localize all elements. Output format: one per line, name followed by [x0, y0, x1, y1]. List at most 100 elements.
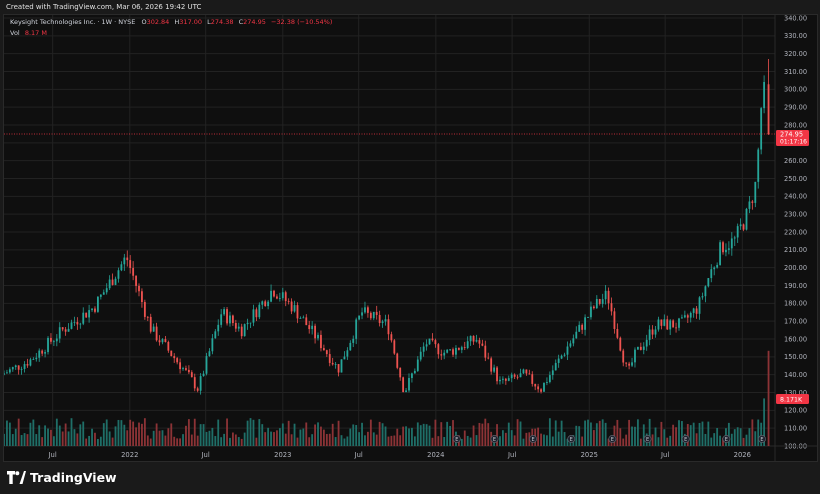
volume-bar — [663, 429, 666, 446]
last-price-badge — [776, 130, 809, 147]
candle-body — [413, 370, 416, 374]
volume-bar — [240, 438, 243, 446]
candle-body — [763, 81, 766, 109]
candle-body — [349, 342, 352, 351]
candle-body — [170, 350, 173, 357]
candle-body — [226, 309, 228, 324]
earnings-marker-label: E — [493, 437, 496, 443]
volume-bar — [276, 430, 278, 446]
candle-body — [422, 346, 425, 352]
candle-body — [79, 323, 82, 325]
candle-body — [408, 378, 410, 391]
volume-bar — [41, 437, 44, 446]
candle-body — [334, 364, 337, 365]
candle-body — [678, 318, 680, 328]
earnings-marker — [529, 435, 538, 443]
candle-body — [220, 314, 223, 325]
tradingview-logo[interactable]: TradingView — [7, 470, 117, 485]
candle-body — [739, 224, 742, 227]
earnings-marker-label: E — [684, 437, 687, 443]
candle-body — [528, 373, 531, 375]
chart-panel[interactable]: 100.00 110.00 120.00 130.00 140.00 150.00 160.… — [3, 14, 818, 462]
price-chart[interactable]: 100.00110.00120.00130.00140.00150.00160.… — [4, 15, 817, 461]
candle-body — [496, 367, 498, 382]
volume-bar — [598, 420, 601, 446]
candle-body — [742, 224, 745, 230]
candle-body — [751, 201, 754, 203]
volume-bar — [158, 430, 161, 446]
candle-body — [208, 351, 211, 357]
volume-bar — [616, 419, 619, 446]
candle-body — [311, 325, 314, 330]
candle-body — [167, 341, 170, 351]
time-tick-label: Jul — [354, 451, 363, 459]
candle-body — [249, 322, 252, 324]
volume-bar — [727, 422, 730, 446]
volume-bar — [302, 428, 305, 446]
volume-bar — [560, 420, 563, 446]
time-tick-label: Jul — [201, 451, 210, 459]
volume-bar — [722, 437, 724, 446]
time-tick-label: 2023 — [274, 451, 291, 459]
volume-bar — [595, 423, 598, 446]
candle-body — [639, 346, 642, 350]
candle-body — [234, 323, 237, 329]
volume-bar — [317, 422, 319, 446]
candle-body — [223, 309, 226, 315]
price-tick-label: 170.00 — [784, 317, 807, 325]
volume-bar — [540, 433, 542, 446]
candle-body — [173, 356, 176, 359]
volume-bar — [50, 429, 52, 446]
volume-bar — [590, 422, 592, 446]
volume-bar — [20, 435, 23, 446]
volume-bar — [402, 426, 405, 446]
candle-body — [695, 308, 698, 314]
volume-bar — [88, 435, 91, 446]
candle-body — [346, 350, 349, 357]
price-tick-label: 330.00 — [784, 32, 807, 40]
volume-bar — [554, 420, 557, 446]
candle-body — [519, 373, 522, 378]
volume-bar — [4, 433, 5, 446]
legend-close-label: C — [238, 18, 244, 26]
candle-body — [666, 319, 669, 330]
candle-body — [487, 357, 490, 359]
volume-bar — [173, 436, 176, 446]
candle-body — [575, 331, 578, 339]
volume-bar — [346, 436, 349, 446]
price-tick-label: 210.00 — [784, 246, 807, 254]
volume-bar — [390, 435, 393, 446]
candle-body — [296, 305, 299, 319]
candle-body — [683, 315, 686, 318]
candle-body — [23, 364, 26, 369]
legend-vol-value: 8.17 M — [24, 29, 47, 37]
volume-bar — [325, 433, 328, 446]
candle-body — [645, 339, 648, 347]
candle-body — [261, 301, 264, 305]
volume-bar — [358, 432, 361, 446]
volume-bar — [378, 421, 381, 446]
price-tick-label: 280.00 — [784, 121, 807, 129]
candle-body — [372, 311, 375, 319]
candle-body — [340, 359, 343, 373]
candle-body — [578, 324, 581, 332]
volume-bar — [449, 425, 451, 446]
earnings-marker-label: E — [532, 437, 535, 443]
earnings-marker-label: E — [570, 437, 573, 443]
volume-bar — [38, 425, 41, 446]
volume-bar — [557, 431, 560, 446]
volume-bar — [660, 421, 663, 446]
volume-bar — [293, 423, 296, 446]
candle-body — [419, 351, 422, 360]
candle-body — [411, 373, 413, 379]
volume-badge — [776, 394, 809, 404]
candle-body — [452, 349, 454, 355]
volume-bar — [258, 419, 261, 446]
time-tick-label: Jul — [507, 451, 516, 459]
price-tick-label: 340.00 — [784, 15, 807, 22]
candle-body — [381, 321, 384, 324]
volume-bar — [519, 421, 522, 446]
volume-bar — [384, 426, 387, 446]
volume-bar — [575, 425, 578, 446]
candle-body — [463, 347, 466, 349]
